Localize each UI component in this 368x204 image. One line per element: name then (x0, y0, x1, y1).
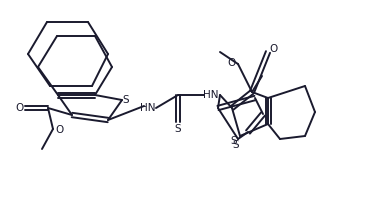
Text: S: S (123, 95, 129, 105)
Text: O: O (16, 103, 24, 113)
Text: HN: HN (140, 103, 156, 113)
Text: S: S (233, 140, 239, 150)
Text: S: S (175, 124, 181, 134)
Text: HN: HN (203, 90, 219, 100)
Text: S: S (231, 136, 237, 146)
Text: O: O (227, 58, 235, 68)
Text: O: O (56, 125, 64, 135)
Text: O: O (270, 44, 278, 54)
